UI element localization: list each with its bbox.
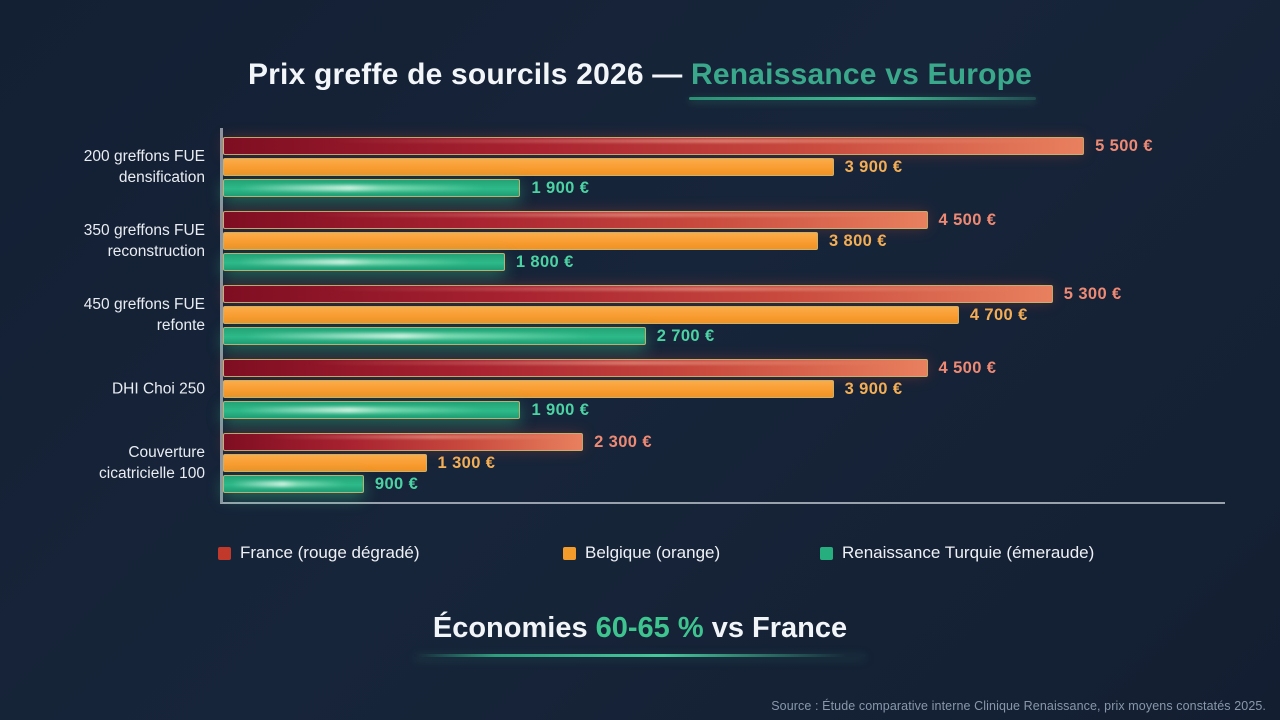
value-label-france: 4 500 € (938, 210, 997, 229)
france-swatch-icon (218, 546, 231, 560)
bar-row: 2 300 € (223, 433, 1225, 451)
value-label-france: 2 300 € (594, 432, 652, 451)
category-label: Couverture cicatricielle 100 (99, 444, 205, 482)
title-main: Prix greffe de sourcils 2026 — (247, 58, 692, 91)
renaissance-swatch-icon (820, 546, 833, 560)
bar-row: 3 800 € (223, 232, 1225, 250)
category-group: 350 greffons FUE reconstruction 4 500 € 3 8… (84, 211, 1225, 271)
bar-row: 1 800 € (223, 253, 1225, 271)
bar-france (223, 285, 1053, 303)
bar-belgique (223, 232, 818, 250)
value-label-belgique: 3 900 € (844, 157, 903, 176)
bar-france (223, 359, 928, 377)
bar-row: 5 300 € (223, 285, 1225, 303)
category-label: 200 greffons FUE densification (83, 148, 205, 186)
bar-row: 4 500 € (223, 359, 1225, 377)
category-group: Couverture cicatricielle 100 2 300 € 1 300 … (99, 433, 1225, 493)
legend-label: Belgique (orange) (585, 543, 721, 562)
bar-france (223, 211, 928, 229)
bar-renaissance (223, 253, 505, 271)
legend-label: France (rouge dégradé) (240, 543, 420, 562)
bar-row: 4 500 € (223, 211, 1225, 229)
bar-renaissance (223, 475, 364, 493)
bar-france (223, 433, 584, 451)
page-title: Prix greffe de sourcils 2026 — Renaissan… (0, 58, 1280, 92)
bar-renaissance (223, 327, 646, 345)
value-label-belgique: 1 300 € (437, 453, 496, 472)
category-label: DHI Choi 250 (111, 380, 205, 398)
value-label-belgique: 4 700 € (969, 305, 1028, 324)
category-group: 450 greffons FUE refonte 5 300 € 4 700 € 2 7… (84, 285, 1225, 345)
bar-belgique (223, 158, 834, 176)
headline-pre: Économies (432, 612, 596, 644)
headline-highlight: 60-65 % (595, 612, 704, 644)
category-label: 350 greffons FUE reconstruction (83, 222, 205, 260)
value-label-belgique: 3 900 € (844, 379, 903, 398)
value-label-france: 5 300 € (1063, 284, 1122, 303)
value-label-renaissance: 1 900 € (531, 178, 590, 197)
category-group: 200 greffons FUE densification 5 500 € 3 90… (84, 137, 1225, 197)
value-label-renaissance: 1 800 € (515, 252, 574, 271)
value-label-renaissance: 1 900 € (531, 400, 590, 419)
legend-label: Renaissance Turquie (émeraude) (842, 543, 1095, 562)
bar-row: 3 900 € (223, 158, 1225, 176)
category-group: DHI Choi 250 4 500 € 3 900 € 1 900 € (112, 359, 1225, 419)
bar-france (223, 137, 1085, 155)
value-label-renaissance: 2 700 € (656, 326, 715, 345)
source-note: Source : Étude comparative interne Clini… (771, 699, 1266, 713)
value-label-renaissance: 900 € (374, 474, 419, 493)
value-label-belgique: 3 800 € (828, 231, 887, 250)
headline-underline (414, 654, 866, 657)
bar-row: 5 500 € (223, 137, 1225, 155)
bar-belgique (223, 306, 959, 324)
legend-item-renaissance: Renaissance Turquie (émeraude) (820, 543, 1094, 563)
belgique-swatch-icon (563, 546, 576, 560)
legend-item-belgique: Belgique (orange) (563, 543, 720, 563)
bar-row: 1 900 € (223, 401, 1225, 419)
category-label: 450 greffons FUE refonte (83, 296, 205, 334)
bar-belgique (223, 380, 834, 398)
bar-row: 3 900 € (223, 380, 1225, 398)
bar-row: 1 300 € (223, 454, 1225, 472)
bar-row: 4 700 € (223, 306, 1225, 324)
bar-row: 1 900 € (223, 179, 1225, 197)
savings-headline: Économies 60-65 % vs France (0, 612, 1280, 657)
bar-renaissance (223, 401, 521, 419)
title-accent: Renaissance vs Europe (691, 58, 1033, 91)
headline-post: vs France (703, 612, 848, 644)
legend-item-france: France (rouge dégradé) (218, 543, 420, 563)
bar-renaissance (223, 179, 521, 197)
bar-row: 2 700 € (223, 327, 1225, 345)
bar-belgique (223, 454, 427, 472)
bar-row: 900 € (223, 475, 1225, 493)
value-label-france: 4 500 € (938, 358, 997, 377)
value-label-france: 5 500 € (1095, 136, 1153, 155)
chart-legend: France (rouge dégradé) Belgique (orange) R… (0, 543, 1280, 569)
bar-chart-plot: 200 greffons FUE densification 5 500 € 3 90… (84, 128, 1225, 504)
